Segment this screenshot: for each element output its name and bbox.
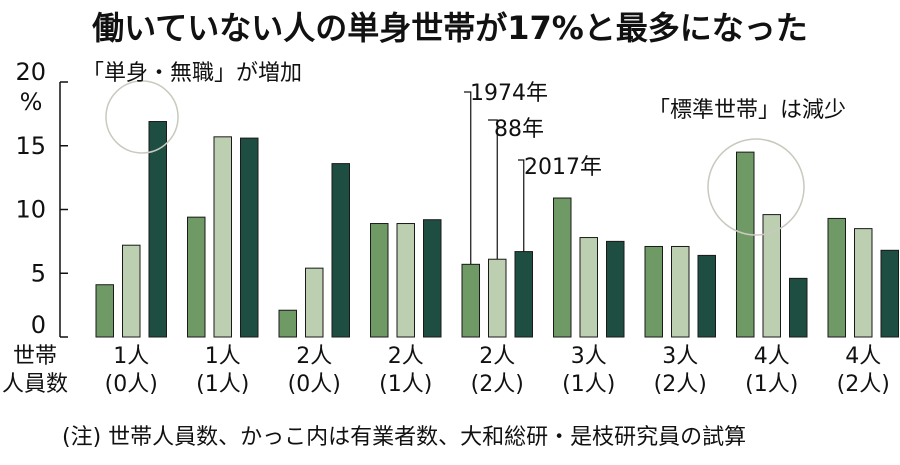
category-label-size: 1人	[113, 344, 149, 369]
bar-2-cat-7	[671, 245, 690, 338]
bar-3-cat-4	[423, 219, 442, 338]
category-label-workers: (1人)	[379, 372, 432, 397]
category-label-size: 3人	[571, 344, 607, 369]
x-axis-labels: 1人 (0人) 1人 (1人) 2人 (0人) 2人 (1人) 2人 (2人) 3人 (1人) 3人 (2…	[105, 344, 890, 397]
category-label-size: 1人	[205, 344, 241, 369]
category-label-size: 2人	[479, 344, 515, 369]
bar-3-cat-2	[240, 137, 259, 338]
bar-3-cat-8	[789, 277, 808, 338]
y-tick-label: 0	[31, 311, 46, 339]
y-tick-label: 20	[15, 58, 46, 86]
callout-line-series-3	[518, 159, 525, 252]
bar-1-cat-4	[370, 223, 389, 338]
bar-2-cat-5	[488, 258, 507, 338]
bar-1-cat-9	[827, 217, 846, 338]
chart-footnote: (注) 世帯人員数、かっこ内は有業者数、大和総研・是枝研究員の試算	[62, 425, 746, 450]
y-tick-label: 15	[15, 132, 46, 160]
category-label-workers: (1人)	[562, 372, 615, 397]
bar-2-cat-6	[579, 237, 598, 338]
bar-3-cat-1	[148, 121, 167, 338]
bar-2-cat-3	[305, 267, 324, 338]
bar-1-cat-7	[644, 245, 663, 338]
bar-1-cat-2	[187, 216, 206, 338]
bar-2-cat-8	[762, 214, 781, 338]
chart-title: 働いていない人の単身世帯が17%と最多になった	[92, 9, 808, 47]
bar-series-group	[95, 121, 899, 338]
bar-2-cat-9	[854, 228, 873, 338]
category-label-size: 4人	[845, 344, 881, 369]
bar-2-cat-1	[122, 244, 141, 338]
bar-3-cat-9	[880, 249, 899, 338]
bar-3-cat-5	[514, 251, 533, 338]
category-label-workers: (2人)	[471, 372, 524, 397]
row-header-members: 人員数	[2, 372, 68, 397]
category-label-workers: (2人)	[837, 372, 890, 397]
category-label-size: 3人	[662, 344, 698, 369]
annotation-single-unemployed: 「単身・無職」が増加	[82, 61, 302, 86]
bar-3-cat-7	[697, 254, 716, 338]
category-label-size: 2人	[388, 344, 424, 369]
legend-label-series-3: 2017年	[524, 155, 602, 180]
y-axis-unit: %	[20, 88, 43, 116]
bar-1-cat-3	[278, 309, 297, 338]
bar-1-cat-8	[736, 151, 755, 338]
annotation-standard-household: 「標準世帯」は減少	[648, 98, 846, 123]
category-label-size: 4人	[754, 344, 790, 369]
category-label-workers: (2人)	[654, 372, 707, 397]
bar-1-cat-5	[461, 263, 480, 338]
legend-label-series-2: 88年	[494, 117, 544, 142]
y-tick-label: 5	[31, 259, 46, 287]
y-axis: 0 5 10 15 20	[15, 58, 68, 339]
category-label-workers: (0人)	[288, 372, 341, 397]
category-label-workers: (1人)	[745, 372, 798, 397]
category-label-workers: (0人)	[105, 372, 158, 397]
legend-label-series-1: 1974年	[470, 81, 548, 106]
callout-line-series-2	[488, 119, 498, 260]
bar-2-cat-2	[213, 136, 232, 338]
y-tick-label: 10	[15, 196, 46, 224]
callout-line-series-1	[464, 91, 472, 265]
highlight-circle-single-unemployed	[105, 80, 179, 154]
bar-1-cat-6	[553, 197, 572, 338]
bar-3-cat-6	[606, 240, 625, 338]
category-label-workers: (1人)	[196, 372, 249, 397]
bar-2-cat-4	[396, 223, 415, 338]
bar-3-cat-3	[331, 163, 350, 338]
bar-1-cat-1	[95, 284, 114, 338]
highlight-circle-standard-household	[707, 138, 805, 236]
category-label-size: 2人	[296, 344, 332, 369]
legend-callouts: 1974年 88年 2017年	[464, 81, 602, 265]
row-header-household: 世帯	[13, 344, 57, 369]
